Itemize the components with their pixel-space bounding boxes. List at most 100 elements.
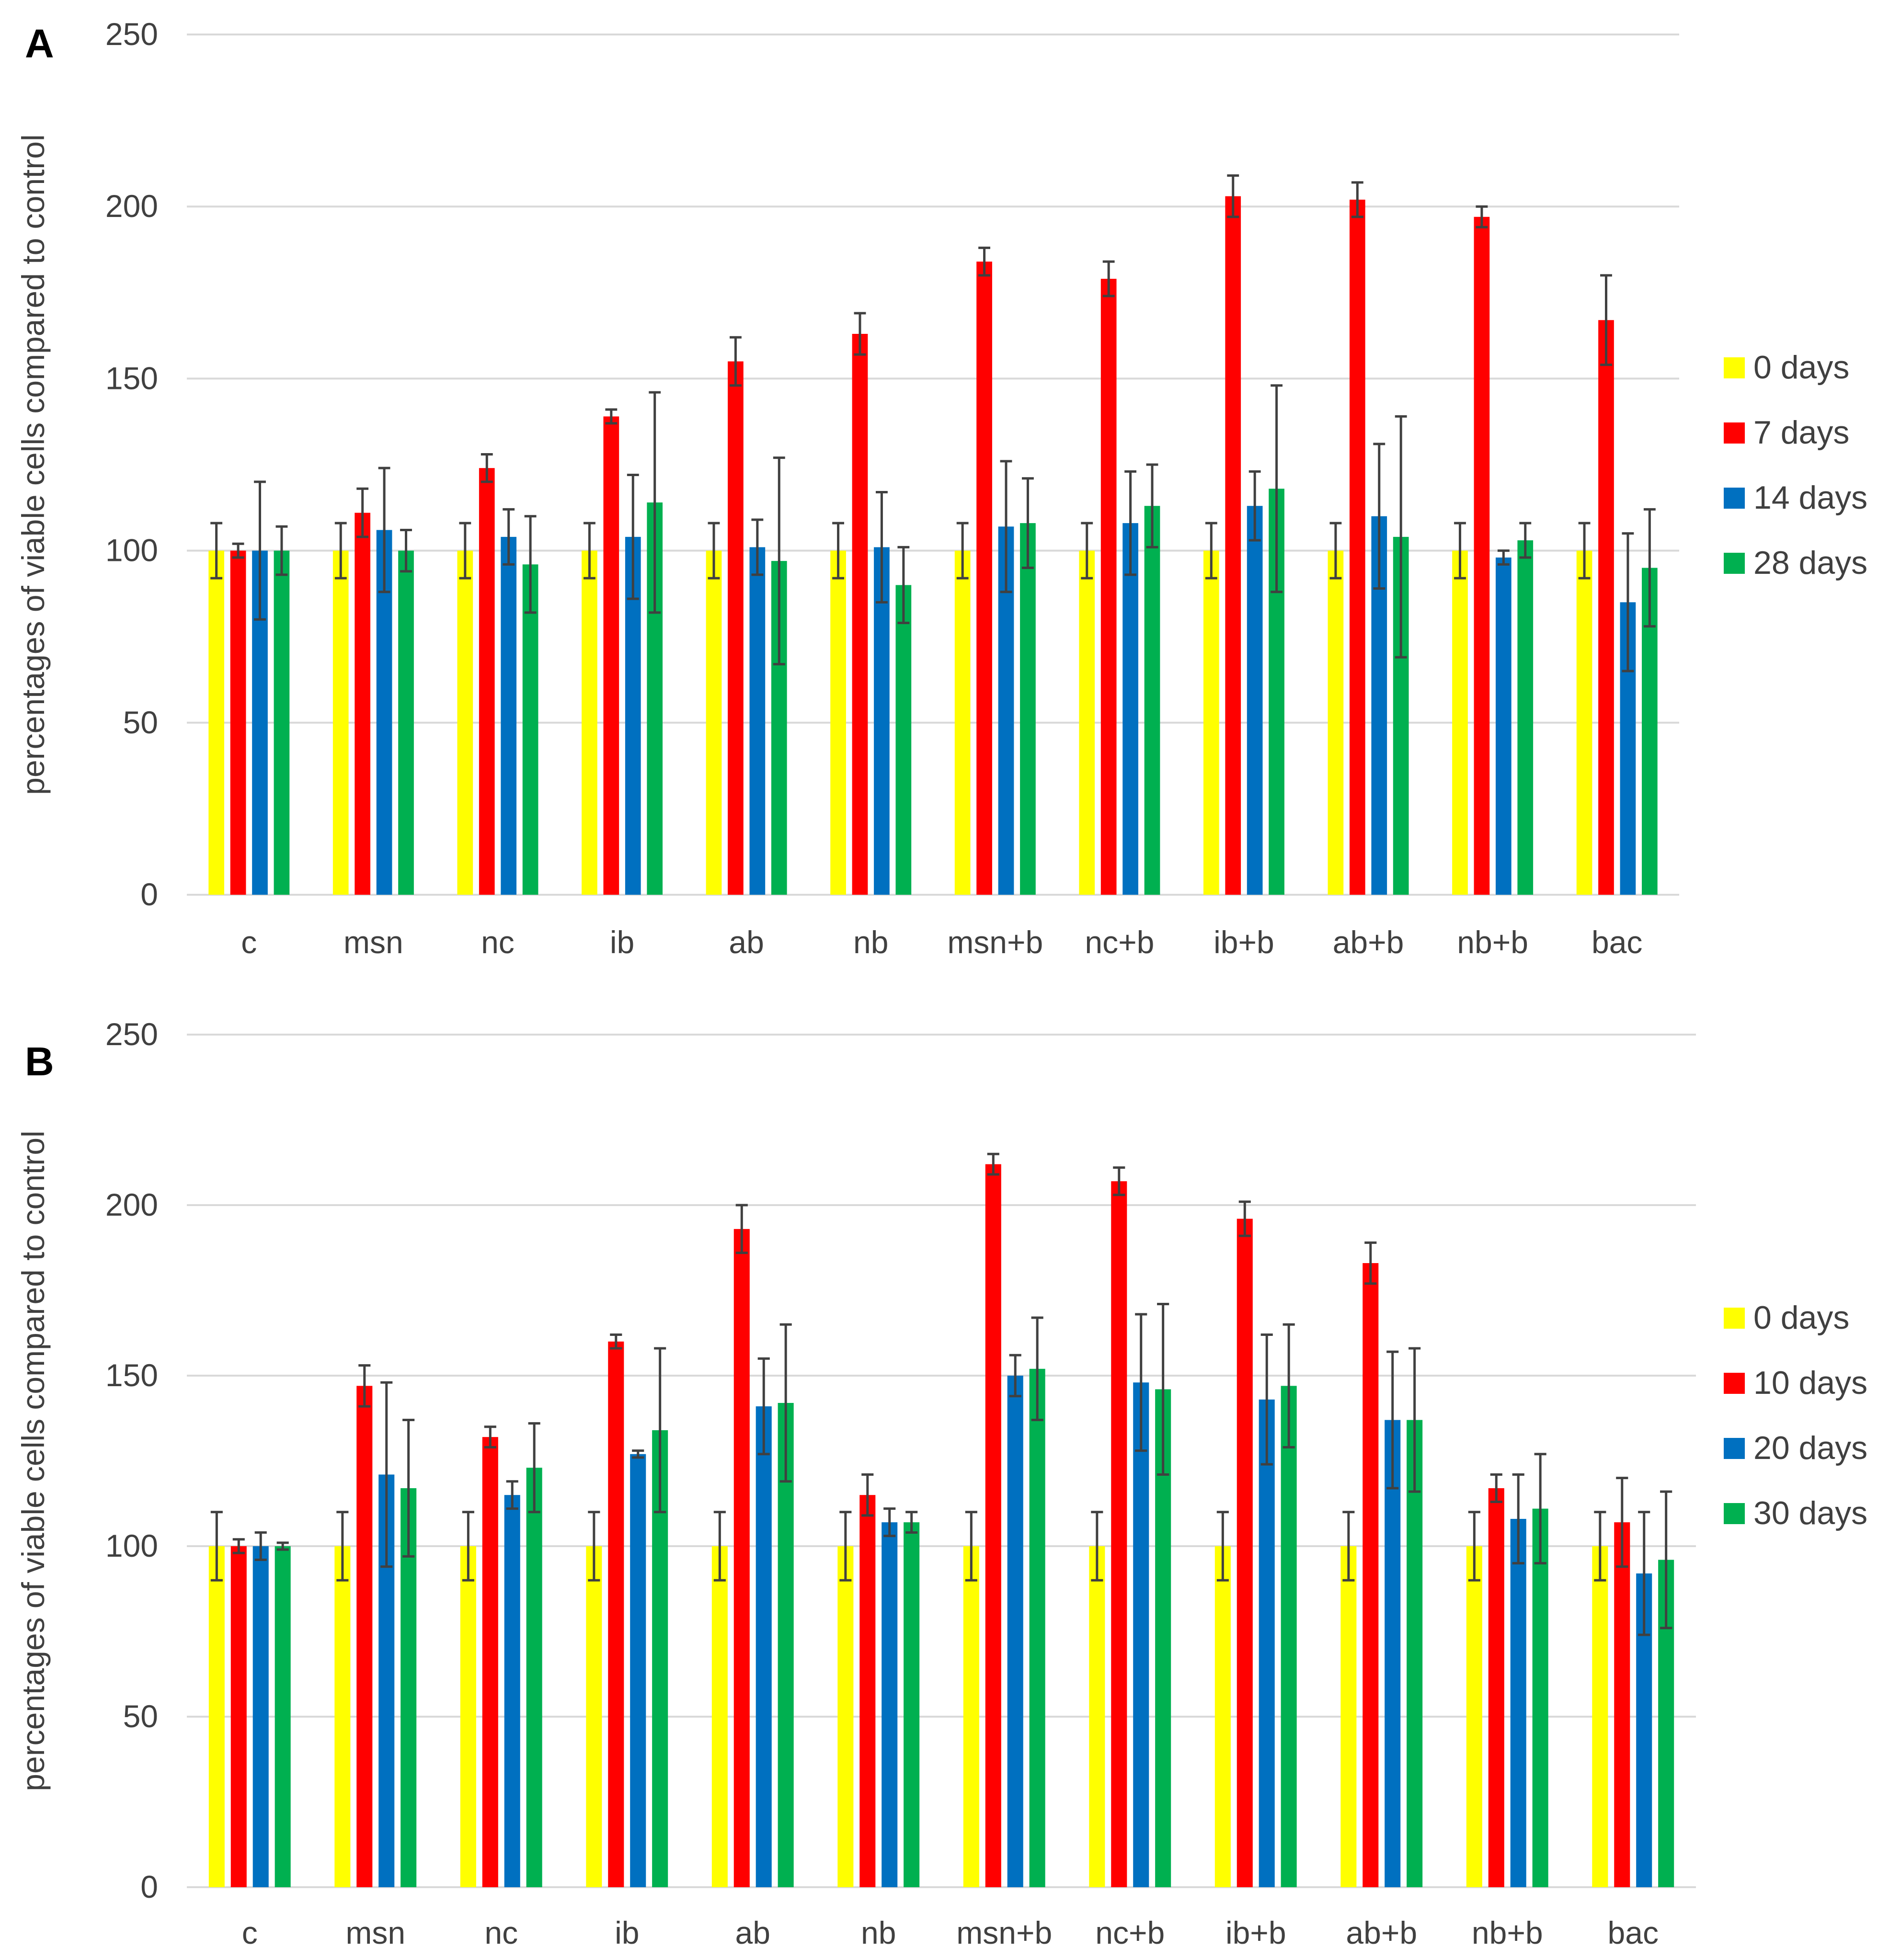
panel-a-legend-swatch — [1724, 422, 1745, 444]
panel-b-bar-ib+b-20-days — [1259, 1399, 1275, 1887]
panel-b-bar-nb+b-10-days — [1488, 1488, 1504, 1887]
panel-b-x-category-label: ib+b — [1225, 1915, 1286, 1950]
panel-b-bar-ib-10-days — [608, 1341, 624, 1887]
panel-a-error-bar-nb+b-7-days — [1476, 205, 1488, 228]
panel-b-error-bar-bac-0-days — [1594, 1511, 1606, 1582]
panel-a-x-category-label: nc+b — [1085, 924, 1154, 960]
panel-b-x-category-label: msn — [345, 1915, 405, 1950]
panel-a-legend-swatch — [1724, 488, 1745, 509]
panel-b-bar-nc-20-days — [504, 1495, 520, 1887]
panel-a-x-category-label: ib — [610, 924, 634, 960]
panel-a-error-bar-msn-28-days — [400, 528, 412, 573]
panel-a-bar-nc+b-28-days — [1144, 506, 1160, 895]
panel-a-error-bar-c-28-days — [275, 525, 288, 576]
panel-b-bar-nc-0-days — [460, 1546, 476, 1887]
panel-b-error-bar-ib-10-days — [610, 1333, 622, 1350]
panel-b-error-bar-ab-10-days — [735, 1204, 748, 1254]
panel-a-bar-ib+b-0-days — [1203, 550, 1219, 895]
panel-b-bar-ib+b-30-days — [1281, 1386, 1297, 1887]
panel-b-bar-nc+b-10-days — [1111, 1181, 1127, 1887]
panel-b-bar-msn+b-10-days — [985, 1164, 1001, 1887]
panel-a-x-category-label: ib+b — [1214, 924, 1274, 960]
panel-b-bar-ib-0-days — [586, 1546, 602, 1887]
panel-a-bar-c-28-days — [274, 550, 290, 895]
panel-b-y-tick-label: 250 — [105, 1016, 158, 1052]
panel-a-x-category-label: bac — [1592, 924, 1642, 960]
panel-b-bar-msn+b-30-days — [1029, 1368, 1045, 1887]
panel-a-error-bar-ib+b-0-days — [1205, 522, 1217, 580]
panel-a-bar-bac-0-days — [1576, 550, 1592, 895]
panel-b-error-bar-msn-20-days — [380, 1381, 393, 1568]
panel-a-error-bar-ib-7-days — [605, 408, 618, 425]
panel-b-error-bar-ib+b-30-days — [1283, 1323, 1295, 1449]
panel-a-error-bar-c-14-days — [254, 480, 266, 621]
panel-b-bar-ab+b-10-days — [1363, 1263, 1379, 1887]
panel-b-error-bar-msn+b-10-days — [987, 1152, 999, 1176]
panel-b-error-bar-nc-20-days — [506, 1480, 518, 1510]
panel-a-error-bar-msn+b-0-days — [956, 522, 969, 580]
panel-b-bar-nb-0-days — [837, 1546, 854, 1887]
panel-b-x-category-label: nc+b — [1095, 1915, 1165, 1950]
panel-b-bar-nc+b-0-days — [1089, 1546, 1105, 1887]
panel-a-bar-ib-7-days — [603, 416, 619, 895]
panel-a-y-tick-label: 200 — [105, 188, 158, 224]
panel-b-letter: B — [25, 1039, 54, 1084]
panel-a-error-bar-ab-14-days — [751, 518, 764, 576]
panel-b-bar-ab+b-20-days — [1385, 1420, 1401, 1887]
panel-a-bar-ab-0-days — [706, 550, 722, 895]
panel-a-x-category-label: c — [241, 924, 257, 960]
panel-a-error-bar-nc-28-days — [524, 515, 537, 614]
panel-b-x-category-label: nc — [484, 1915, 518, 1950]
panel-b-error-bar-ib+b-10-days — [1238, 1200, 1251, 1237]
panel-a-error-bar-nc+b-14-days — [1124, 470, 1137, 576]
panel-a-bar-ab-7-days — [728, 361, 744, 895]
panel-b-bar-msn+b-20-days — [1007, 1376, 1023, 1887]
panel-a-bar-msn-7-days — [355, 513, 371, 895]
panel-a-error-bar-c-7-days — [232, 542, 244, 559]
panel-a-x-category-label: nb+b — [1457, 924, 1528, 960]
panel-b-error-bar-nb-30-days — [905, 1511, 918, 1534]
panel-b-y-tick-label: 200 — [105, 1187, 158, 1222]
panel-a-error-bar-ab-7-days — [729, 336, 742, 387]
panel-b-error-bar-bac-20-days — [1638, 1511, 1650, 1636]
panel-a-legend-swatch — [1724, 553, 1745, 574]
panel-b-error-bar-msn-10-days — [358, 1364, 371, 1408]
panel-a-error-bar-nb-0-days — [832, 522, 844, 580]
panel-b-bar-nb+b-30-days — [1532, 1508, 1548, 1887]
panel-b-bar-nb-20-days — [882, 1522, 898, 1887]
panel-b-legend-swatch — [1724, 1438, 1745, 1459]
panel-b-error-bar-ab+b-10-days — [1364, 1241, 1377, 1285]
panel-b-y-tick-label: 100 — [105, 1528, 158, 1563]
panel-a-error-bar-ib+b-7-days — [1227, 174, 1239, 218]
panel-b-error-bar-msn+b-20-days — [1009, 1354, 1021, 1398]
panel-b-bar-nc-30-days — [526, 1468, 542, 1887]
panel-a-bar-ib-0-days — [582, 550, 597, 895]
panel-b-error-bar-msn+b-0-days — [965, 1511, 977, 1582]
panel-b-bar-ib-20-days — [630, 1454, 646, 1887]
panel-b-legend: 0 days 10 days 20 days 30 days — [1724, 1299, 1867, 1531]
panel-b-legend-swatch — [1724, 1503, 1745, 1524]
panel-a-letter: A — [25, 21, 54, 66]
panel-b-legend-swatch — [1724, 1373, 1745, 1394]
panel-a-bar-msn-0-days — [332, 550, 349, 895]
panel-b-error-bar-ib-30-days — [654, 1347, 666, 1514]
panel-b-error-bar-ib+b-0-days — [1216, 1511, 1229, 1582]
panel-b-bar-msn-10-days — [356, 1386, 373, 1887]
panel-a-error-bar-ib+b-28-days — [1271, 384, 1283, 593]
panel-a-legend-swatch — [1724, 357, 1745, 378]
panel-a-error-bar-msn+b-14-days — [1000, 460, 1012, 593]
panel-a-bar-c-7-days — [230, 550, 246, 895]
panel-b-error-bar-nb-20-days — [883, 1507, 896, 1538]
panel-a-x-category-label: nb — [853, 924, 888, 960]
panel-b-x-category-label: c — [242, 1915, 258, 1950]
panel-b-bar-nb-10-days — [859, 1495, 876, 1887]
panel-a-bar-bac-7-days — [1598, 320, 1614, 895]
panel-b-error-bar-nb-10-days — [861, 1473, 874, 1517]
panel-a-error-bar-nb+b-14-days — [1497, 549, 1510, 566]
panel-a-error-bar-msn+b-7-days — [978, 246, 991, 277]
panel-a-error-bar-ab+b-28-days — [1395, 415, 1407, 659]
panel-b-x-category-label: ib — [615, 1915, 639, 1950]
panel-a-y-tick-label: 50 — [123, 705, 158, 740]
panel-a-bar-c-0-days — [208, 550, 225, 895]
